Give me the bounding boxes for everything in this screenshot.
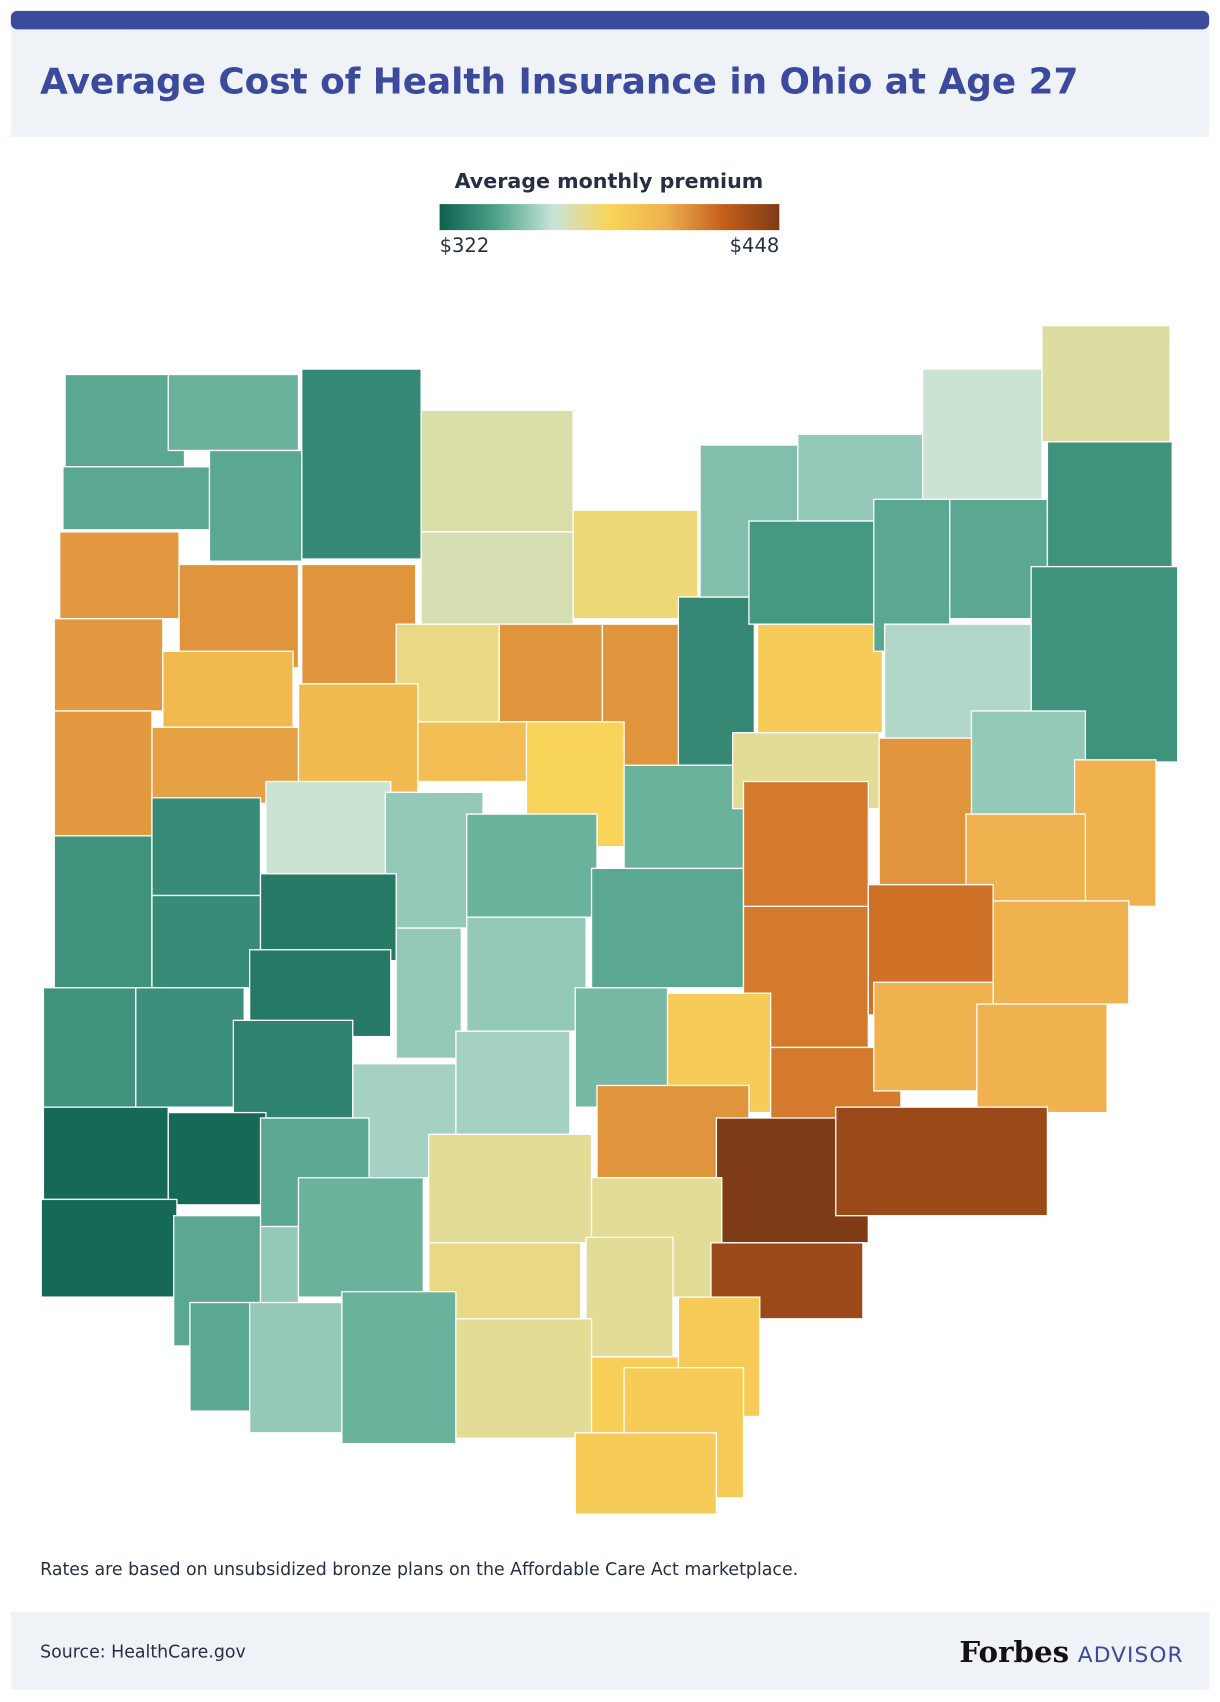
county bbox=[466, 916, 587, 1032]
county bbox=[1073, 759, 1157, 908]
brand-suffix: ADVISOR bbox=[1078, 1643, 1184, 1668]
county bbox=[428, 1242, 582, 1325]
county bbox=[297, 1177, 424, 1298]
note: Rates are based on unsubsidized bronze p… bbox=[40, 1560, 798, 1580]
county bbox=[178, 563, 300, 669]
county bbox=[59, 531, 180, 620]
county bbox=[208, 449, 303, 562]
county bbox=[498, 623, 604, 723]
county bbox=[970, 710, 1087, 815]
county bbox=[135, 987, 245, 1108]
county bbox=[585, 1236, 674, 1358]
county bbox=[428, 1133, 593, 1244]
source: Source: HealthCare.gov bbox=[40, 1642, 246, 1662]
county bbox=[248, 1301, 348, 1434]
county bbox=[189, 1301, 256, 1412]
county bbox=[232, 1019, 354, 1119]
county bbox=[455, 1318, 593, 1439]
county bbox=[53, 618, 164, 712]
county bbox=[455, 1030, 571, 1141]
county bbox=[1041, 325, 1171, 443]
county bbox=[341, 1291, 457, 1445]
legend-max-label: $448 bbox=[730, 234, 780, 257]
county bbox=[1046, 441, 1173, 568]
county bbox=[42, 1106, 169, 1201]
county bbox=[42, 987, 137, 1114]
county bbox=[301, 368, 422, 560]
county bbox=[572, 509, 699, 620]
title: Average Cost of Health Insurance in Ohio… bbox=[40, 61, 1078, 102]
county bbox=[835, 1106, 1049, 1217]
county bbox=[162, 650, 294, 728]
county bbox=[921, 368, 1043, 500]
county bbox=[878, 737, 973, 886]
header-box bbox=[10, 10, 1210, 137]
legend-min-label: $322 bbox=[440, 234, 490, 257]
county bbox=[167, 1111, 267, 1206]
county bbox=[151, 797, 262, 897]
map bbox=[40, 325, 1179, 1515]
county bbox=[466, 813, 598, 918]
legend-title: Average monthly premium bbox=[455, 169, 764, 193]
footer-box bbox=[10, 1611, 1210, 1691]
county bbox=[748, 520, 880, 625]
county bbox=[574, 1432, 718, 1515]
county bbox=[352, 1063, 462, 1179]
county bbox=[992, 900, 1130, 1005]
county bbox=[420, 409, 574, 533]
county bbox=[259, 873, 397, 962]
county bbox=[265, 780, 392, 886]
county bbox=[590, 867, 745, 989]
county bbox=[64, 373, 186, 468]
county bbox=[976, 1003, 1108, 1114]
county bbox=[742, 780, 869, 913]
brand: Forbes bbox=[959, 1634, 1069, 1669]
county bbox=[167, 373, 300, 452]
county bbox=[417, 721, 538, 783]
legend-colorbar bbox=[439, 204, 780, 231]
county bbox=[623, 764, 745, 886]
county bbox=[420, 531, 574, 625]
county bbox=[395, 927, 462, 1059]
county bbox=[62, 466, 211, 531]
county bbox=[297, 683, 419, 794]
county bbox=[53, 710, 153, 837]
county bbox=[40, 1198, 178, 1298]
header-bar bbox=[10, 10, 1210, 30]
county bbox=[873, 981, 994, 1092]
county bbox=[53, 835, 153, 989]
county bbox=[756, 623, 884, 734]
county bbox=[151, 894, 262, 989]
